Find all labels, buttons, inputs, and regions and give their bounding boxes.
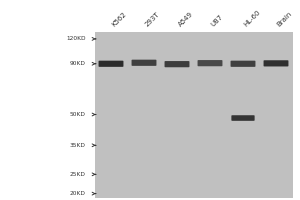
- FancyBboxPatch shape: [99, 61, 124, 67]
- FancyBboxPatch shape: [230, 61, 256, 67]
- Text: HL-60: HL-60: [243, 9, 262, 28]
- Text: Brain: Brain: [276, 11, 293, 28]
- Text: 293T: 293T: [144, 11, 161, 28]
- FancyBboxPatch shape: [164, 61, 190, 67]
- Text: 20KD: 20KD: [70, 191, 86, 196]
- Text: 25KD: 25KD: [70, 172, 86, 177]
- FancyBboxPatch shape: [264, 60, 289, 66]
- Text: K562: K562: [111, 11, 128, 28]
- Text: 120KD: 120KD: [66, 36, 86, 41]
- Text: 90KD: 90KD: [70, 61, 86, 66]
- Bar: [94, 32, 292, 198]
- Text: 50KD: 50KD: [70, 112, 86, 117]
- FancyBboxPatch shape: [231, 115, 255, 121]
- Text: U87: U87: [210, 14, 224, 28]
- FancyBboxPatch shape: [132, 60, 157, 66]
- FancyBboxPatch shape: [197, 60, 223, 66]
- Text: A549: A549: [177, 11, 194, 28]
- Text: 35KD: 35KD: [70, 143, 86, 148]
